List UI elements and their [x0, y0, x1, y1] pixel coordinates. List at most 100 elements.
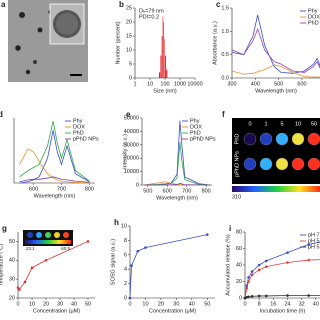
panel-label: d	[0, 110, 3, 119]
x-axis-label: Concentration (μM)	[33, 308, 80, 314]
y-tick-label: 20000	[124, 156, 139, 162]
x-axis-label: Wavelength (nm)	[156, 195, 198, 201]
image-well	[307, 157, 320, 171]
data-point	[23, 280, 27, 284]
bar	[161, 36, 163, 78]
x-tick-label: 0	[16, 301, 19, 307]
bar	[163, 22, 165, 78]
image-well	[243, 157, 257, 171]
image-well	[243, 132, 257, 146]
y-tick-label: 30	[9, 277, 15, 283]
data-point	[307, 258, 311, 262]
y-axis-label: Accumulated release (%)	[225, 234, 231, 296]
data-point	[307, 243, 311, 246]
data-line	[244, 259, 320, 299]
x-tick-label: 20	[158, 301, 164, 307]
panel-label: f	[222, 110, 225, 119]
y-tick-label: 20	[126, 19, 132, 25]
data-line	[19, 121, 90, 182]
column-label: 50	[311, 121, 317, 127]
legend-label: DOX	[308, 14, 320, 20]
legend-label: Phy	[190, 118, 200, 124]
y-tick-label: 20	[9, 295, 15, 301]
image-well	[275, 132, 289, 146]
colorbar-label: 310	[232, 194, 241, 200]
y-tick-label: 5	[129, 61, 132, 67]
legend-label: DOX	[190, 124, 202, 130]
y-tick-label: 40000	[124, 129, 139, 135]
x-tick-label: 40	[71, 301, 77, 307]
y-tick-label: 2	[124, 281, 127, 287]
bar	[159, 72, 161, 78]
row-label: PhD	[234, 134, 240, 145]
column-label: 1	[264, 121, 267, 127]
data-point	[250, 273, 254, 277]
bar	[165, 55, 166, 78]
legend-label: pPhD NPs	[73, 136, 99, 142]
x-tick-label: 16	[270, 301, 276, 307]
data-point	[264, 265, 268, 268]
legend-label: DOX	[73, 124, 85, 130]
bar	[164, 38, 165, 78]
x-tick-label: 30	[57, 301, 63, 307]
panel-label: b	[119, 0, 124, 9]
x-tick-label: 40	[189, 301, 195, 307]
x-tick-label: 600	[163, 188, 172, 194]
column-label: 0	[248, 121, 251, 127]
x-tick-label: 1000	[174, 81, 186, 87]
data-point	[245, 286, 249, 290]
y-tick-label: 0	[239, 295, 242, 301]
y-tick-label: 15	[126, 33, 132, 39]
annotation: Dₕ=79 nm	[139, 8, 164, 14]
x-tick-label: 8	[258, 301, 261, 307]
x-axis-label: Incubation time (h)	[260, 308, 306, 314]
y-tick-label: 60	[236, 246, 242, 252]
data-point	[128, 296, 132, 300]
data-point	[30, 266, 34, 270]
image-well	[259, 132, 273, 146]
x-tick-label: 800	[85, 186, 94, 192]
bar	[166, 69, 168, 78]
x-tick-label: 500	[274, 81, 283, 87]
y-tick-label: 10	[126, 47, 132, 53]
bar	[160, 55, 162, 78]
column-label: 10	[295, 121, 301, 127]
y-axis-label: Absorbance (a.u.)	[212, 21, 218, 65]
data-line	[19, 176, 90, 183]
x-tick-label: 400	[251, 81, 260, 87]
y-tick-label: 0	[124, 295, 127, 301]
data-line	[129, 234, 208, 299]
data-line	[19, 130, 90, 184]
y-tick-label: 0.0	[221, 75, 229, 81]
x-tick-label: 50	[85, 301, 91, 307]
data-line	[231, 27, 320, 73]
x-tick-label: 10	[142, 301, 148, 307]
y-tick-label: 30000	[124, 142, 139, 148]
inset-well	[27, 232, 33, 238]
y-tick-label: 80	[236, 229, 242, 235]
data-line	[231, 64, 320, 78]
data-point	[44, 258, 48, 262]
x-tick-label: 24	[284, 301, 290, 307]
legend-label: pH 7.4	[308, 232, 320, 238]
x-tick-label: 40	[313, 301, 319, 307]
x-tick-label: 10000	[187, 81, 202, 87]
x-tick-label: 10	[147, 81, 153, 87]
data-point	[250, 295, 254, 298]
inset-well	[54, 232, 60, 238]
legend-label: PhD	[73, 130, 84, 136]
data-line	[19, 148, 90, 184]
data-line	[143, 142, 211, 186]
y-axis-label: Number (percent)	[115, 21, 121, 64]
legend-label: Phy	[308, 8, 318, 14]
data-point	[16, 286, 20, 289]
data-point	[286, 261, 289, 264]
y-tick-label: 10	[121, 223, 127, 229]
y-tick-label: 1.0	[221, 29, 229, 35]
y-tick-label: 25	[126, 5, 132, 11]
annotation: 60.5	[61, 246, 70, 251]
x-tick-label: 700	[57, 186, 66, 192]
x-axis-label: Wavelength (nm)	[255, 88, 297, 94]
y-tick-label: 10000	[124, 169, 139, 175]
data-point	[286, 251, 289, 254]
